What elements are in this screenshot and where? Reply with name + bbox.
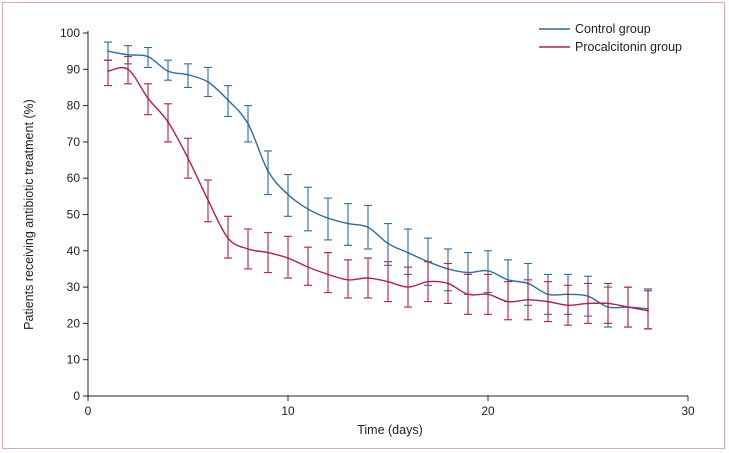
error-bar [304, 246, 312, 286]
data-point [207, 199, 209, 201]
data-point [227, 99, 229, 102]
series-line [107, 50, 649, 310]
y-tick-label: 50 [67, 208, 81, 222]
error-bar [504, 281, 512, 321]
data-point [387, 280, 389, 283]
data-point [507, 278, 509, 281]
error-bar [344, 259, 352, 299]
data-point [247, 122, 249, 125]
error-bar [124, 56, 132, 85]
line-chart: 0 10 20 30 40 50 60 70 80 90 100 0 10 20 30 Time (days… [22, 22, 695, 437]
data-point [307, 208, 309, 210]
data-point [147, 55, 149, 58]
error-bar [144, 46, 152, 69]
y-tick-label: 60 [67, 171, 81, 185]
data-point [387, 242, 389, 245]
data-point [267, 170, 269, 172]
data-point [107, 70, 109, 73]
data-point [307, 266, 309, 269]
axes [87, 31, 688, 397]
data-point [487, 293, 489, 296]
data-point [187, 157, 189, 160]
legend-label-procalcitonin: Procalcitonin group [575, 40, 682, 54]
y-tick-label: 10 [67, 353, 81, 367]
series-layer [104, 41, 652, 330]
data-point [327, 273, 329, 276]
data-point [107, 50, 109, 53]
x-tick-label: 10 [281, 404, 295, 418]
error-bar [184, 63, 192, 88]
error-bar [284, 235, 292, 279]
x-axis-label: Time (days) [357, 423, 423, 437]
data-point [147, 97, 149, 100]
data-point [327, 217, 329, 220]
data-point [627, 306, 629, 308]
data-point [447, 282, 449, 285]
x-tick-label: 30 [681, 404, 695, 418]
data-point [467, 271, 469, 274]
x-tick-label: 0 [85, 404, 92, 418]
data-point [347, 222, 349, 225]
data-point [367, 226, 369, 229]
series-line [107, 66, 649, 312]
y-axis-label: Patients receiving antibiotic treatment … [22, 99, 36, 330]
x-tick-label: 20 [481, 404, 495, 418]
data-point [367, 277, 369, 279]
legend-label-control: Control group [575, 22, 651, 36]
data-point [227, 237, 229, 239]
data-point [647, 309, 649, 312]
error-bar [344, 203, 352, 246]
error-bar [104, 59, 112, 87]
data-point [207, 81, 209, 83]
data-point [167, 70, 169, 73]
y-tick-label: 30 [67, 280, 81, 294]
series-procalcitonin [104, 56, 652, 330]
error-bar [324, 252, 332, 294]
figure-frame: 0 10 20 30 40 50 60 70 80 90 100 0 10 20 30 Time (days… [2, 2, 725, 449]
data-point [347, 278, 349, 281]
data-point [487, 269, 489, 272]
data-point [127, 68, 129, 71]
y-tick-label: 80 [67, 99, 81, 113]
data-point [567, 304, 569, 307]
data-point [527, 298, 529, 301]
data-point [167, 121, 169, 123]
y-tick-label: 40 [67, 244, 81, 258]
error-bar [644, 290, 652, 330]
data-point [127, 53, 129, 56]
error-bar [264, 150, 272, 196]
y-tick-label: 0 [73, 389, 80, 403]
ticks: 0 10 20 30 40 50 60 70 80 90 100 0 10 20 30 [60, 26, 695, 418]
error-bar [164, 59, 172, 81]
data-point [287, 257, 289, 259]
data-point [547, 300, 549, 303]
data-point [267, 251, 269, 254]
y-tick-label: 90 [67, 62, 81, 76]
data-point [467, 293, 469, 296]
data-point [507, 300, 509, 303]
y-tick-label: 70 [67, 135, 81, 149]
error-bar [324, 197, 332, 241]
data-point [607, 302, 609, 305]
data-point [407, 251, 409, 254]
y-tick-label: 100 [60, 26, 80, 40]
data-point [587, 302, 589, 305]
data-point [287, 193, 289, 196]
y-tick-label: 20 [67, 316, 81, 330]
data-point [247, 248, 249, 250]
data-point [407, 286, 409, 288]
data-point [187, 73, 189, 76]
legend: Control group Procalcitonin group [539, 22, 682, 54]
data-point [427, 280, 429, 283]
